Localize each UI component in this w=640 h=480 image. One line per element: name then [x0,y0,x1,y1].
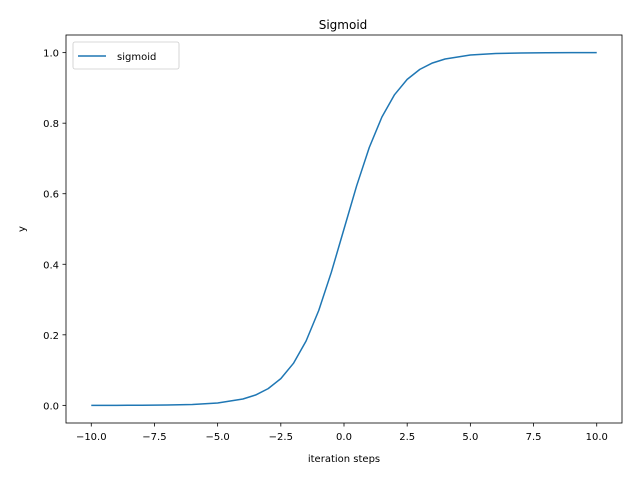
legend-label-sigmoid: sigmoid [117,52,156,63]
x-tick-label: −10.0 [76,432,107,443]
x-tick-label: −5.0 [205,432,229,443]
y-axis-ticks: 0.0 0.2 0.4 0.6 0.8 1.0 [43,49,66,412]
y-axis-label: y [17,226,28,232]
legend-box [72,41,180,70]
x-axis-ticks: −10.0 −7.5 −5.0 −2.5 0.0 2.5 5.0 7.5 10.0 [76,423,608,443]
y-tick-label: 0.2 [43,331,59,342]
series-layer [91,51,597,407]
x-tick-label: −2.5 [269,432,293,443]
y-tick-label: 0.8 [43,119,59,130]
x-axis-label: iteration steps [308,454,380,465]
x-tick-label: 0.0 [336,432,352,443]
x-tick-label: −7.5 [142,432,166,443]
x-tick-label: 5.0 [462,432,478,443]
x-tick-label: 10.0 [586,432,608,443]
y-tick-label: 0.0 [43,401,59,412]
x-tick-label: 7.5 [526,432,542,443]
y-tick-label: 0.6 [43,190,59,201]
y-tick-label: 1.0 [43,49,59,60]
chart-title: Sigmoid [319,18,368,32]
legend: sigmoid [72,41,180,70]
plot-frame [65,34,623,424]
y-tick-label: 0.4 [43,260,59,271]
series-line-sigmoid [91,51,597,407]
x-tick-label: 2.5 [399,432,415,443]
